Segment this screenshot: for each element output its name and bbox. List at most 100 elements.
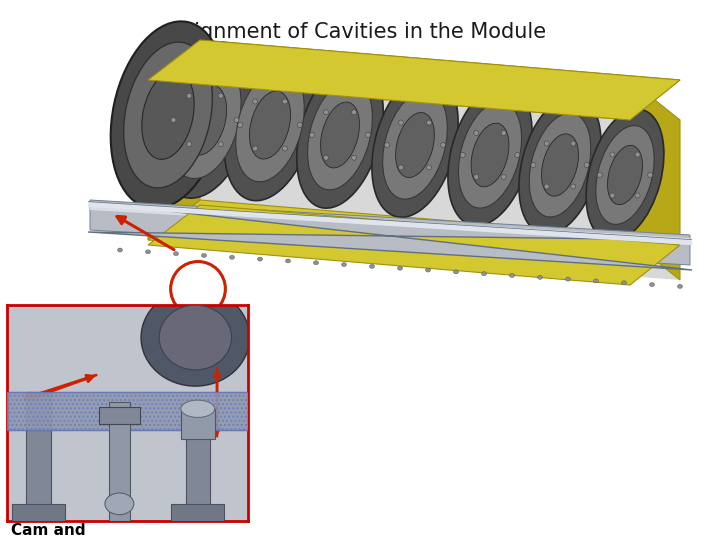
Ellipse shape [234,118,239,123]
Text: Cam and
Adjustment screws: Cam and Adjustment screws [11,523,174,540]
Ellipse shape [320,102,359,168]
Bar [7,392,248,430]
Ellipse shape [398,120,403,125]
Ellipse shape [635,193,640,198]
Ellipse shape [635,152,640,157]
Ellipse shape [531,163,536,167]
Ellipse shape [397,266,402,270]
Ellipse shape [384,143,390,147]
FancyArrowPatch shape [117,217,174,249]
Polygon shape [148,80,680,280]
Ellipse shape [351,110,356,115]
Ellipse shape [610,193,615,198]
Ellipse shape [474,174,479,179]
Ellipse shape [678,285,683,288]
Bar [99,407,140,424]
Ellipse shape [398,165,403,170]
Ellipse shape [571,141,576,146]
Ellipse shape [124,42,212,188]
Ellipse shape [105,493,134,515]
Polygon shape [148,40,680,120]
Ellipse shape [286,259,290,263]
Bar [181,409,215,439]
Ellipse shape [529,113,591,217]
Ellipse shape [218,141,223,147]
Ellipse shape [510,273,515,278]
Ellipse shape [169,62,241,179]
Bar [186,435,210,521]
Polygon shape [90,200,690,265]
Polygon shape [148,200,680,280]
Ellipse shape [181,400,215,417]
Ellipse shape [282,146,287,151]
Ellipse shape [544,141,549,146]
Polygon shape [148,40,680,120]
Ellipse shape [426,120,431,125]
Ellipse shape [249,91,291,159]
Ellipse shape [584,163,589,167]
Ellipse shape [225,49,315,201]
Ellipse shape [218,93,223,98]
Ellipse shape [454,270,459,274]
Ellipse shape [351,155,356,160]
Ellipse shape [593,279,598,283]
Ellipse shape [460,152,465,158]
Ellipse shape [515,152,520,158]
Ellipse shape [610,152,615,157]
Ellipse shape [382,91,447,199]
Ellipse shape [471,123,509,187]
Ellipse shape [159,305,232,370]
Ellipse shape [282,99,287,104]
Ellipse shape [366,132,371,138]
Polygon shape [90,203,690,245]
Ellipse shape [142,71,194,159]
Ellipse shape [323,110,328,115]
Ellipse shape [649,282,654,287]
Polygon shape [148,40,200,240]
Ellipse shape [235,68,305,182]
Ellipse shape [307,80,372,190]
Ellipse shape [253,146,258,151]
Ellipse shape [186,141,192,147]
Ellipse shape [313,261,318,265]
Ellipse shape [501,131,506,136]
Ellipse shape [258,257,263,261]
Ellipse shape [238,123,243,127]
Ellipse shape [117,248,122,252]
Bar [7,392,248,430]
Ellipse shape [474,131,479,136]
Ellipse shape [538,275,542,279]
Ellipse shape [586,109,664,241]
Ellipse shape [482,272,487,275]
Ellipse shape [141,289,250,386]
Ellipse shape [598,172,603,178]
Polygon shape [148,205,680,285]
Ellipse shape [157,42,253,198]
Ellipse shape [501,174,506,179]
Ellipse shape [596,126,654,225]
Ellipse shape [111,22,225,208]
Polygon shape [88,202,692,245]
Ellipse shape [426,268,431,272]
Bar [27,392,50,521]
Bar [109,402,130,521]
Ellipse shape [519,96,601,234]
Ellipse shape [202,253,207,258]
Ellipse shape [544,184,549,189]
Ellipse shape [448,84,532,226]
Ellipse shape [230,255,235,259]
Ellipse shape [541,134,578,196]
Ellipse shape [184,85,227,155]
Ellipse shape [310,132,315,138]
Ellipse shape [186,93,192,98]
Ellipse shape [369,265,374,268]
Ellipse shape [372,73,458,217]
Ellipse shape [426,165,431,170]
Ellipse shape [395,112,434,178]
Ellipse shape [608,145,642,205]
Ellipse shape [297,62,383,208]
Ellipse shape [253,99,258,104]
Ellipse shape [145,250,150,254]
Ellipse shape [323,155,328,160]
Bar [12,504,65,521]
